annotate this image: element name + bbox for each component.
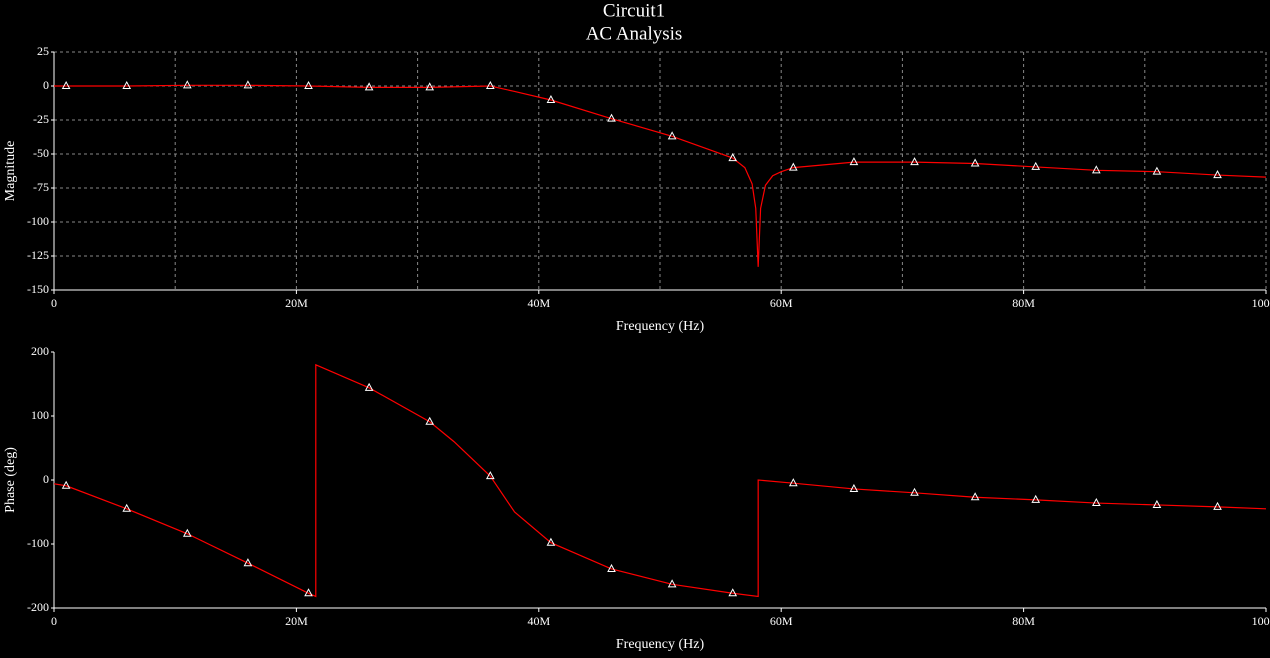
marker — [788, 478, 798, 487]
y-axis-label: Phase (deg) — [3, 447, 18, 513]
marker — [243, 80, 253, 89]
x-tick-label: 0 — [51, 296, 57, 310]
marker — [122, 80, 132, 89]
y-tick-label: -200 — [27, 600, 49, 614]
x-tick-label: 80M — [1012, 614, 1035, 628]
marker — [364, 382, 374, 391]
x-tick-label: 80M — [1012, 296, 1035, 310]
marker — [1213, 501, 1222, 510]
x-tick-label: 40M — [527, 296, 550, 310]
marker — [61, 80, 71, 89]
data-line — [54, 84, 1267, 267]
marker — [607, 113, 616, 122]
marker — [1152, 166, 1162, 175]
x-tick-label: 100M — [1252, 296, 1270, 310]
chart-subtitle: AC Analysis — [586, 23, 683, 44]
marker — [182, 528, 192, 537]
chart-title: Circuit1 — [603, 0, 665, 21]
x-axis-label: Frequency (Hz) — [616, 319, 705, 334]
marker — [1213, 170, 1222, 179]
marker — [1091, 165, 1101, 174]
marker — [970, 492, 980, 501]
y-axis-label: Magnitude — [3, 141, 18, 202]
marker — [1152, 499, 1162, 508]
y-tick-label: -50 — [33, 146, 49, 160]
marker — [485, 471, 495, 480]
marker — [1031, 494, 1041, 503]
data-line — [53, 363, 1267, 598]
y-tick-label: -100 — [27, 214, 49, 228]
marker — [849, 157, 859, 166]
x-tick-label: 100M — [1252, 614, 1270, 628]
marker — [304, 80, 313, 89]
y-tick-label: -75 — [33, 180, 49, 194]
y-tick-label: -100 — [27, 536, 49, 550]
y-tick-label: 100 — [31, 408, 49, 422]
marker — [970, 158, 980, 167]
x-tick-label: 60M — [770, 614, 793, 628]
marker — [667, 579, 677, 588]
marker — [122, 503, 132, 512]
y-tick-label: -25 — [33, 112, 49, 126]
x-axis-label: Frequency (Hz) — [616, 637, 705, 652]
y-tick-label: 0 — [43, 78, 49, 92]
marker — [667, 131, 677, 140]
marker — [788, 162, 798, 171]
marker — [849, 483, 859, 492]
y-tick-label: 0 — [43, 472, 49, 486]
marker — [425, 416, 435, 425]
marker — [1091, 497, 1101, 507]
marker — [910, 487, 919, 496]
marker — [425, 82, 435, 91]
x-tick-label: 60M — [770, 296, 793, 310]
marker — [728, 153, 738, 162]
x-tick-label: 20M — [285, 614, 308, 628]
x-tick-label: 0 — [51, 614, 57, 628]
y-tick-label: 200 — [31, 344, 49, 358]
marker — [607, 563, 616, 572]
marker — [728, 588, 738, 597]
x-tick-label: 20M — [285, 296, 308, 310]
marker — [304, 588, 313, 597]
marker — [182, 80, 192, 89]
x-tick-label: 40M — [527, 614, 550, 628]
marker — [485, 80, 495, 89]
y-tick-label: 25 — [37, 44, 49, 58]
marker — [546, 94, 556, 104]
y-tick-label: -125 — [27, 248, 49, 262]
marker — [546, 537, 556, 546]
marker — [364, 82, 374, 91]
y-tick-label: -150 — [27, 282, 49, 296]
marker — [1031, 161, 1041, 170]
marker — [61, 480, 71, 489]
marker — [910, 157, 919, 166]
marker — [243, 558, 253, 567]
